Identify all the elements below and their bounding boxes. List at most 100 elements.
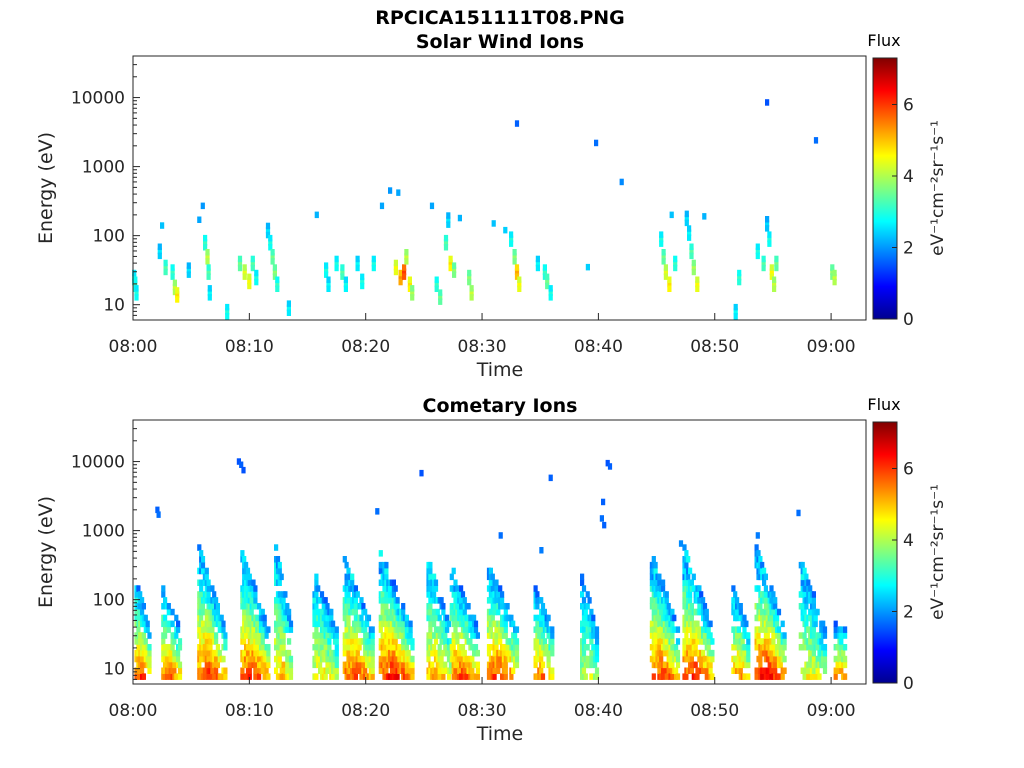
heatmap-cell xyxy=(279,573,284,581)
heatmap-cell xyxy=(147,649,152,657)
heatmap-cell xyxy=(250,259,255,267)
heatmap-cell xyxy=(761,255,766,263)
heatmap-cell xyxy=(353,638,358,645)
heatmap-cell xyxy=(452,262,457,269)
heatmap-cell xyxy=(607,463,613,470)
heatmap-cell xyxy=(245,649,251,657)
heatmap-cell xyxy=(441,608,446,616)
heatmap-cell xyxy=(798,632,803,639)
heatmap-cell xyxy=(809,673,815,680)
heatmap-cell xyxy=(735,614,740,622)
heatmap-cell xyxy=(437,632,442,639)
heatmap-cell xyxy=(270,258,275,265)
heatmap-cell xyxy=(659,608,664,616)
heatmap-cell xyxy=(287,638,292,645)
heatmap-cell xyxy=(288,661,294,669)
heatmap-cell xyxy=(661,585,666,592)
heatmap-cell xyxy=(426,655,431,663)
heatmap-cell xyxy=(275,276,280,283)
heatmap-cell xyxy=(835,667,840,674)
heatmap-cell xyxy=(253,632,258,639)
heatmap-cell xyxy=(140,667,145,674)
heatmap-cell xyxy=(249,638,254,645)
heatmap-cell xyxy=(651,626,656,633)
heatmap-cell xyxy=(550,626,555,633)
heatmap-cell xyxy=(457,214,462,222)
heatmap-cell xyxy=(346,644,351,651)
heatmap-cell xyxy=(583,608,588,616)
heatmap-cell xyxy=(505,644,510,651)
heatmap-cell xyxy=(334,661,339,669)
heatmap-cell xyxy=(657,632,662,639)
heatmap-cell xyxy=(773,597,778,604)
heatmap-cell xyxy=(811,597,816,604)
x-tick-label: 09:00 xyxy=(807,337,856,357)
heatmap-cell xyxy=(742,626,747,633)
heatmap-cell xyxy=(277,661,282,669)
heatmap-cell xyxy=(161,585,166,592)
heatmap-cell xyxy=(767,240,772,247)
heatmap-cell xyxy=(334,644,339,651)
heatmap-cell xyxy=(804,573,809,581)
colorbar-title: Flux xyxy=(867,31,900,50)
heatmap-cell xyxy=(430,649,435,657)
heatmap-cell xyxy=(503,226,508,234)
heatmap-cell xyxy=(550,638,555,645)
heatmap-cell xyxy=(170,644,175,651)
heatmap-cell xyxy=(283,614,288,622)
heatmap-cell xyxy=(334,626,339,633)
heatmap-cell xyxy=(384,603,389,610)
heatmap-cell xyxy=(397,626,402,633)
heatmap-cell xyxy=(331,673,336,680)
heatmap-cell xyxy=(500,591,505,598)
heatmap-cell xyxy=(380,591,385,598)
heatmap-cell xyxy=(145,620,150,628)
heatmap-cell xyxy=(758,603,763,610)
heatmap-cell xyxy=(699,591,704,598)
heatmap-cell xyxy=(134,591,139,598)
heatmap-cell xyxy=(699,661,704,669)
heatmap-cell xyxy=(334,255,339,263)
heatmap-cell xyxy=(809,644,815,651)
heatmap-cell xyxy=(279,667,284,674)
heatmap-cell xyxy=(457,649,462,657)
heatmap-cell xyxy=(667,285,672,292)
heatmap-cell xyxy=(670,673,675,680)
heatmap-cell xyxy=(223,638,228,645)
heatmap-cell xyxy=(735,597,740,604)
heatmap-cell xyxy=(550,649,555,657)
heatmap-cell xyxy=(136,626,141,633)
heatmap-cell xyxy=(287,614,292,622)
panel-solar-wind: Solar Wind Ions 10 100 1000 10000 08:00 08:1… xyxy=(35,31,948,381)
heatmap-cell xyxy=(517,280,522,288)
y-ticks: 10 100 1000 10000 xyxy=(71,55,140,321)
heatmap-cell xyxy=(672,614,677,622)
heatmap-cell xyxy=(702,632,708,639)
heatmap-cell xyxy=(404,667,409,674)
heatmap-cell xyxy=(366,638,372,645)
heatmap-cell xyxy=(673,255,678,263)
heatmap-cell xyxy=(143,638,148,645)
heatmap-cell xyxy=(446,673,452,680)
heatmap-cell xyxy=(581,626,587,633)
heatmap-cell xyxy=(288,626,294,633)
heatmap-cell xyxy=(733,591,738,598)
colorbar-label: eV⁻¹cm⁻²sr⁻¹s⁻¹ xyxy=(928,120,948,256)
heatmap-cell xyxy=(361,603,366,610)
heatmap-cell xyxy=(514,644,520,651)
heatmap-cell xyxy=(470,673,475,680)
heatmap-cell xyxy=(140,608,145,616)
heatmap-cell xyxy=(251,626,256,633)
heatmap-cell xyxy=(498,532,503,539)
heatmap-cell xyxy=(210,667,215,674)
heatmap-cell xyxy=(464,632,469,639)
heatmap-cell xyxy=(163,259,168,267)
heatmap-cell xyxy=(503,661,508,669)
heatmap-cell xyxy=(585,603,590,610)
heatmap-cell xyxy=(693,644,698,651)
heatmap-cell xyxy=(200,603,206,610)
heatmap-cell xyxy=(661,603,666,610)
heatmap-cell xyxy=(260,632,265,639)
heatmap-cell xyxy=(813,137,819,144)
heatmap-cell xyxy=(649,655,654,663)
